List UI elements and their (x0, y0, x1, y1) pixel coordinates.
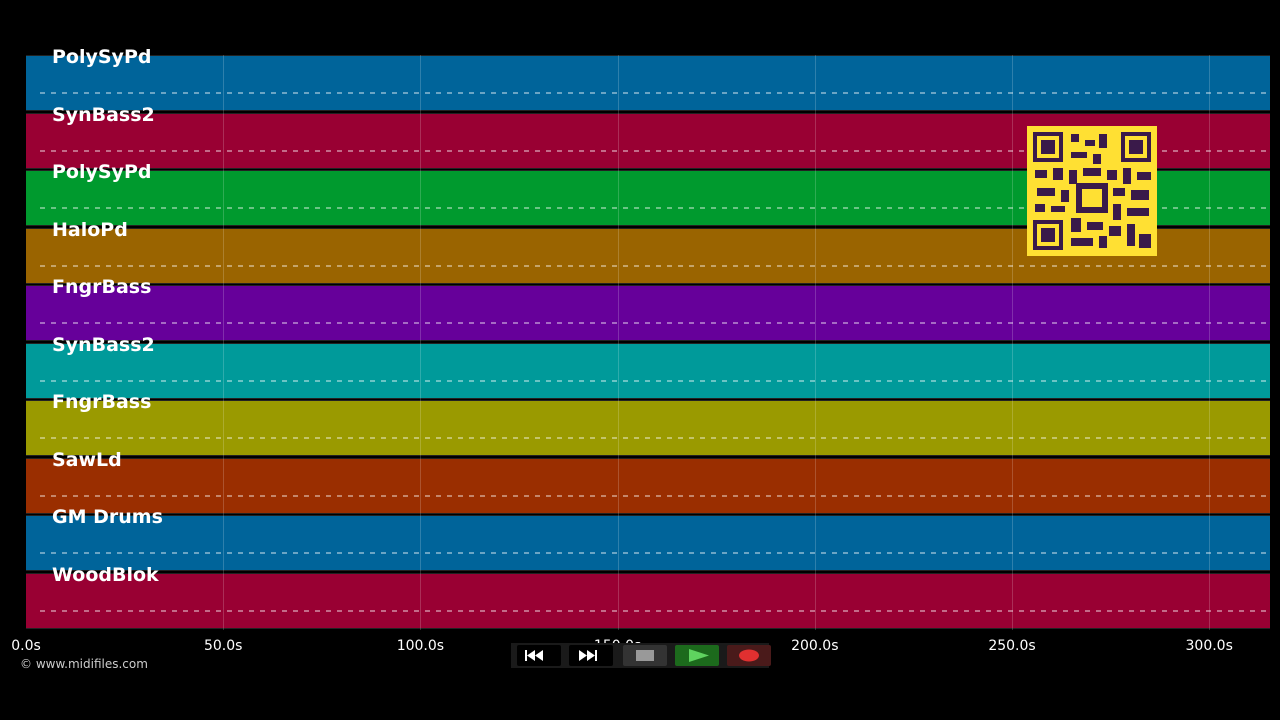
track-name: SynBass2 (52, 333, 155, 356)
note-strip (40, 379, 1266, 382)
note-strip (40, 264, 1266, 267)
record-button[interactable] (727, 645, 771, 666)
transport-controls (511, 643, 771, 668)
track-name: HaloPd (52, 218, 128, 241)
track-name: PolySyPd (52, 46, 152, 68)
track-lane (26, 285, 1270, 341)
grid-line (420, 55, 422, 630)
track-name: PolySyPd (52, 161, 152, 183)
note-strip (40, 322, 1266, 324)
time-tick-label: 100.0s (396, 638, 445, 654)
time-tick-label: 50.0s (203, 638, 243, 654)
note-strip (40, 437, 1266, 439)
time-tick-label: 0.0s (11, 638, 41, 654)
track-name: SawLd (52, 448, 122, 471)
track-name: GM Drums (52, 506, 163, 528)
note-strip (40, 552, 1266, 554)
note-strip (40, 207, 1266, 209)
copyright: © www.midifiles.com (20, 657, 148, 671)
grid-line (814, 55, 816, 630)
note-strip (40, 149, 1266, 152)
note-strip (40, 494, 1266, 497)
track-lane (26, 55, 1270, 111)
forward-button[interactable] (569, 645, 613, 666)
track-name: SynBass2 (52, 103, 155, 126)
track-name: WoodBlok (52, 563, 159, 586)
grid-line (617, 55, 619, 630)
track-lane (26, 342, 1270, 399)
play-button[interactable] (675, 645, 719, 666)
note-strip (40, 609, 1266, 612)
track-name: FngrBass (52, 276, 152, 298)
track-lane (26, 457, 1270, 514)
qr-code (1027, 126, 1157, 256)
track-lane (26, 515, 1270, 571)
stop-button[interactable] (623, 645, 667, 666)
time-tick-label: 300.0s (1185, 638, 1233, 654)
time-tick-label: 200.0s (791, 638, 839, 654)
grid-line (223, 55, 225, 630)
grid-line (1209, 55, 1211, 630)
grid-line (1012, 55, 1013, 630)
track-lane (26, 572, 1270, 629)
track-lane (26, 400, 1270, 456)
time-tick-label: 250.0s (988, 638, 1036, 654)
track-name: FngrBass (52, 391, 152, 413)
note-strip (40, 92, 1266, 94)
rewind-button[interactable] (517, 645, 561, 666)
